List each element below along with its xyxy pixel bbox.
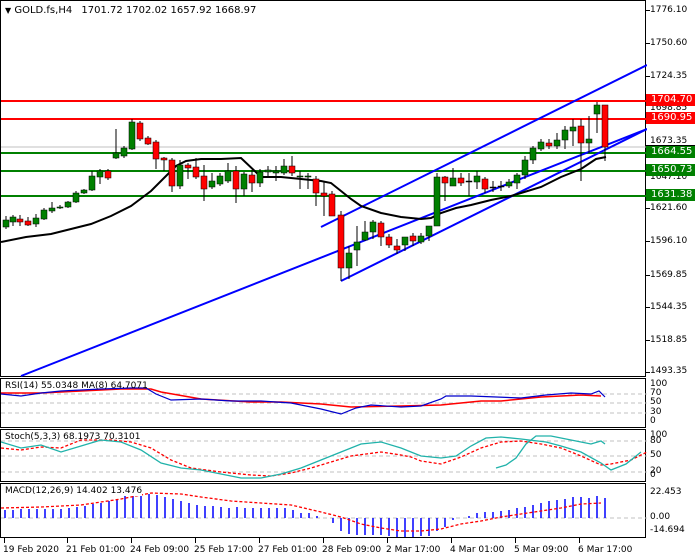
stoch-signal-line — [1, 439, 647, 477]
rsi-scale-label: 50 — [650, 397, 662, 407]
moving-average-line — [1, 156, 607, 243]
price-label: 1776.10 — [650, 5, 688, 15]
time-label: 27 Feb 01:00 — [258, 545, 318, 555]
rsi-ma-value: MA(8) 64.7071 — [81, 381, 148, 391]
macd-scale-label: 0.00 — [650, 512, 671, 522]
price-chart-svg — [1, 64, 647, 377]
macd-title: MACD(12,26,9) 14.402 13.476 — [5, 486, 143, 496]
rsi-value: RSI(14) 55.0348 — [5, 381, 79, 391]
stoch-plot-area[interactable]: Stoch(5,3,3) 68.1973 70.3101 — [0, 429, 647, 482]
macd-panel[interactable]: MACD(12,26,9) 14.402 13.476 22.453 0.00 … — [0, 483, 700, 538]
long-trendline — [20, 128, 647, 377]
stoch-svg — [1, 435, 647, 479]
candles — [2, 102, 609, 281]
macd-svg — [1, 492, 647, 537]
main-chart-panel[interactable]: ▼ GOLD.fs,H4 1701.72 1702.02 1657.92 166… — [0, 0, 700, 377]
stoch-scale-label: 80 — [650, 436, 662, 446]
time-label: 24 Feb 09:00 — [130, 545, 190, 555]
rsi-svg — [1, 387, 647, 415]
price-label: 1518.85 — [650, 335, 688, 345]
price-label: 1724.35 — [650, 71, 688, 81]
resistance-label: 1690.95 — [646, 112, 695, 124]
price-label: 1698.85 — [650, 103, 688, 113]
time-label: 2 Mar 17:00 — [386, 545, 441, 555]
time-label: 25 Feb 17:00 — [194, 545, 254, 555]
price-label: 1544.35 — [650, 302, 688, 312]
stoch-scale-label: 50 — [650, 450, 662, 460]
price-label: 1621.60 — [650, 203, 688, 213]
stoch-scale-label: 100 — [650, 430, 668, 440]
channel-upper — [320, 64, 647, 228]
macd-scale-label: 22.453 — [650, 487, 682, 497]
rsi-plot-area[interactable]: RSI(14) 55.0348 MA(8) 64.7071 — [0, 378, 647, 428]
time-label: 28 Feb 09:00 — [322, 545, 382, 555]
stochastic-panel[interactable]: Stoch(5,3,3) 68.1973 70.3101 100 80 50 2… — [0, 429, 700, 482]
support-label: 1664.55 — [646, 146, 695, 158]
triangle-down-icon[interactable]: ▼ — [5, 6, 12, 15]
rsi-title: RSI(14) 55.0348 MA(8) 64.7071 — [5, 381, 148, 391]
rsi-line — [1, 387, 606, 415]
macd-histogram — [4, 493, 606, 537]
channel-lower — [340, 128, 647, 282]
time-label: 19 Feb 2020 — [3, 545, 60, 555]
stoch-title: Stoch(5,3,3) 68.1973 70.3101 — [5, 432, 141, 442]
macd-plot-area[interactable]: MACD(12,26,9) 14.402 13.476 — [0, 483, 647, 538]
macd-scale-label: -14.694 — [650, 525, 685, 535]
price-label: 1493.35 — [650, 366, 688, 376]
rsi-scale-label: 0 — [650, 416, 656, 426]
time-label: 4 Mar 01:00 — [450, 545, 505, 555]
rsi-panel[interactable]: RSI(14) 55.0348 MA(8) 64.7071 100 70 50 … — [0, 378, 700, 428]
time-label: 6 Mar 17:00 — [578, 545, 633, 555]
time-label: 21 Feb 01:00 — [66, 545, 126, 555]
rsi-scale-label: 100 — [650, 379, 668, 389]
rsi-scale-label: 30 — [650, 407, 662, 417]
resistance-label: 1704.70 — [646, 94, 695, 106]
ohlc-values: 1701.72 1702.02 1657.92 1668.97 — [81, 5, 257, 16]
price-label: 1673.35 — [650, 136, 688, 146]
rsi-ma-line — [1, 388, 602, 408]
chart-title: ▼ GOLD.fs,H4 1701.72 1702.02 1657.92 166… — [5, 5, 256, 16]
stoch-scale-label: 0 — [650, 470, 656, 480]
symbol-timeframe: GOLD.fs,H4 — [14, 5, 73, 16]
rsi-scale-label: 70 — [650, 388, 662, 398]
support-label: 1650.73 — [646, 164, 695, 176]
price-label: 1750.60 — [650, 38, 688, 48]
stoch-main-line — [1, 436, 642, 479]
macd-signal-line — [1, 492, 602, 532]
time-label: 5 Mar 09:00 — [514, 545, 569, 555]
support-label: 1631.38 — [646, 189, 695, 201]
price-label: 1596.10 — [650, 236, 688, 246]
price-label: 1647.10 — [650, 172, 688, 182]
price-plot-area[interactable]: ▼ GOLD.fs,H4 1701.72 1702.02 1657.92 166… — [0, 0, 647, 377]
price-label: 1569.85 — [650, 270, 688, 280]
stoch-scale-label: 20 — [650, 466, 662, 476]
